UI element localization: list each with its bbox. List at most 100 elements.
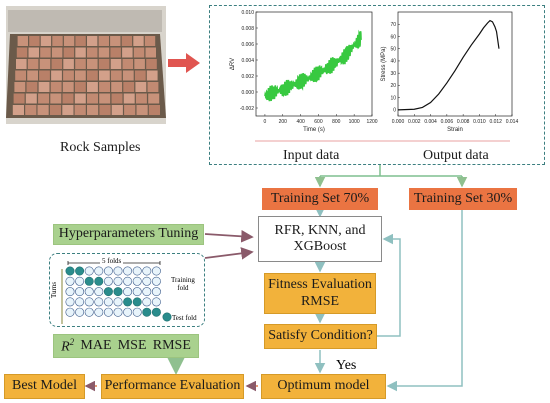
rock-sample: [122, 47, 133, 58]
training-fold-marker: [84, 307, 94, 317]
y-tick-label: 0.004: [241, 58, 254, 64]
y-axis-label: ΔRV: [230, 58, 236, 70]
y-tick-label: 30: [390, 71, 396, 77]
models-line1: RFR, KNN, and: [274, 222, 366, 238]
rock-sample: [12, 105, 24, 115]
x-tick-label: 800: [332, 119, 341, 125]
y-tick-label: 0: [393, 108, 396, 114]
test-fold-marker: [151, 307, 161, 317]
rock-sample: [133, 36, 144, 46]
y-tick-label: 20: [390, 83, 396, 89]
x-axis-label: Strain: [447, 127, 463, 133]
test-fold-marker: [103, 287, 113, 297]
x-axis-label: Time (s): [303, 127, 325, 133]
y-axis-label: Stress (MPa): [381, 46, 387, 81]
training-fold-marker: [65, 297, 75, 307]
delta-rv-chart: 0 200 400 600 800 1000 1200 -0.002 0.000 0.002 0.0…: [230, 10, 378, 133]
rock-sample: [87, 70, 98, 81]
test-fold-marker: [123, 297, 133, 307]
training-fold-marker: [75, 287, 85, 297]
cv-panel: [49, 253, 205, 327]
rock-sample: [111, 82, 123, 92]
training-fold-marker: [142, 297, 152, 307]
test-fold-legend-marker: [162, 312, 172, 322]
training-fold-marker: [142, 276, 152, 286]
models-line2: XGBoost: [293, 239, 347, 254]
training-fold-marker: [123, 287, 133, 297]
y-tick-label: 0.000: [241, 90, 254, 96]
rock-sample: [135, 82, 147, 92]
rock-sample: [75, 59, 86, 69]
rock-sample: [25, 105, 37, 115]
rock-sample: [121, 36, 133, 46]
metrics-box: R2 MAE MSE RMSE: [53, 334, 199, 358]
x-tick-label: 1000: [349, 119, 360, 125]
rock-sample: [28, 47, 39, 58]
training-fold-marker: [84, 287, 94, 297]
x-tick-label: 0: [264, 119, 267, 125]
training-fold-marker: [123, 307, 133, 317]
data-panel: [209, 5, 545, 165]
x-tick-label: 0.000: [392, 119, 405, 125]
x-tick-label: 400: [296, 119, 305, 125]
rock-sample: [51, 47, 63, 58]
y-tick-label: 0.010: [241, 10, 254, 16]
training-fold-marker: [103, 266, 113, 276]
x-tick-label: 0.010: [473, 119, 486, 125]
test-fold-marker: [84, 276, 94, 286]
rock-sample: [99, 82, 110, 92]
rock-sample: [122, 70, 134, 81]
satisfy-condition-box: Satisfy Condition?: [264, 324, 377, 349]
rock-sample: [40, 47, 51, 58]
rock-sample: [15, 70, 26, 81]
training-fold-marker: [103, 307, 113, 317]
rock-sample: [133, 47, 145, 58]
x-tick-label: 0.014: [506, 119, 519, 125]
rock-sample: [87, 93, 98, 104]
rock-sample: [136, 105, 148, 115]
rock-sample: [110, 59, 122, 69]
rock-sample: [98, 47, 110, 58]
rock-sample: [98, 59, 110, 69]
rock-sample: [16, 47, 28, 58]
test-fold-marker: [142, 307, 152, 317]
test-fold-marker: [65, 266, 75, 276]
training-fold-marker: [113, 307, 123, 317]
best-model-box: Best Model: [4, 374, 85, 399]
rock-sample: [111, 93, 123, 104]
rock-sample: [62, 82, 74, 92]
rock-sample: [110, 70, 122, 81]
y-tick-label: 50: [390, 47, 396, 53]
training-fold-marker: [94, 307, 104, 317]
x-tick-label: 0.006: [441, 119, 454, 125]
rock-sample: [37, 105, 49, 115]
plot-frame: [255, 11, 373, 117]
test-fold-marker: [94, 276, 104, 286]
rock-sample: [14, 82, 26, 92]
rock-sample: [39, 70, 50, 81]
training-fold-marker: [94, 287, 104, 297]
x-tick-label: 200: [279, 119, 288, 125]
fitness-evaluation-box: Fitness Evaluation RMSE: [264, 273, 376, 314]
rmse-metric: RMSE: [152, 337, 191, 353]
mae-metric: MAE: [80, 337, 112, 353]
models-box: RFR, KNN, and XGBoost: [258, 216, 382, 262]
training-fold-marker: [151, 297, 161, 307]
x-tick-label: 0.012: [489, 119, 502, 125]
rock-sample: [148, 93, 160, 104]
rock-sample: [27, 59, 39, 69]
rock-sample: [63, 59, 74, 69]
training-fold-marker: [94, 297, 104, 307]
rock-sample: [98, 36, 109, 46]
rock-sample: [148, 105, 160, 115]
training-fold-marker: [113, 266, 123, 276]
rock-sample: [38, 82, 50, 92]
training-fold-marker: [84, 297, 94, 307]
training-fold-marker: [75, 276, 85, 286]
rock-sample: [63, 70, 74, 81]
stress-strain-series: [397, 19, 500, 111]
